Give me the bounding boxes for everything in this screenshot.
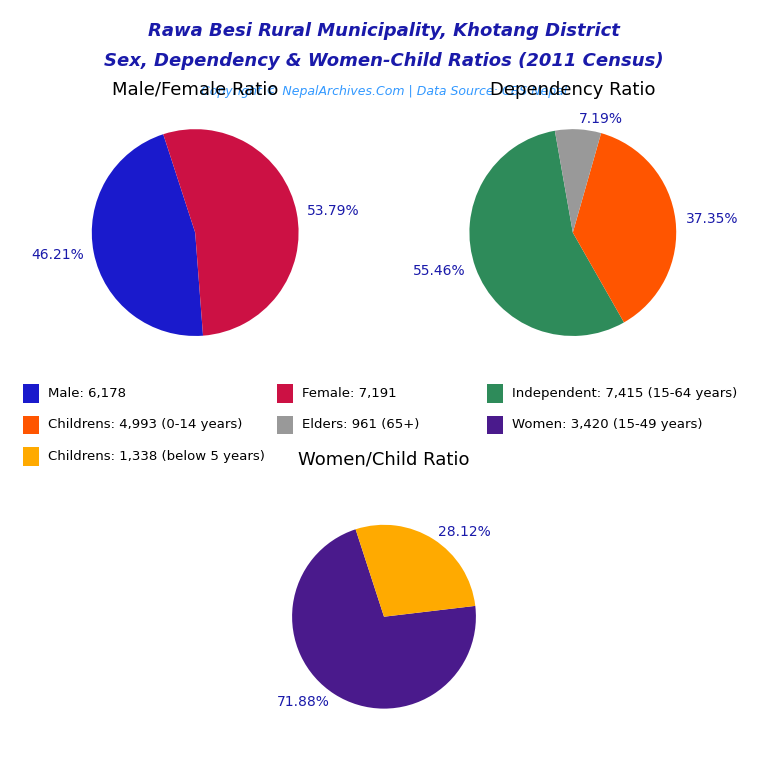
Bar xyxy=(23,447,39,466)
Text: 37.35%: 37.35% xyxy=(686,212,738,226)
Text: Female: 7,191: Female: 7,191 xyxy=(302,387,397,399)
Text: Childrens: 1,338 (below 5 years): Childrens: 1,338 (below 5 years) xyxy=(48,450,265,463)
Text: 7.19%: 7.19% xyxy=(578,112,623,126)
Title: Male/Female Ratio: Male/Female Ratio xyxy=(112,81,278,99)
Title: Dependency Ratio: Dependency Ratio xyxy=(490,81,656,99)
Bar xyxy=(277,384,293,402)
Bar xyxy=(487,415,504,434)
Text: 28.12%: 28.12% xyxy=(439,525,492,538)
Wedge shape xyxy=(92,134,203,336)
Text: Independent: 7,415 (15-64 years): Independent: 7,415 (15-64 years) xyxy=(512,387,737,399)
Bar xyxy=(23,384,39,402)
Wedge shape xyxy=(469,131,624,336)
Text: 46.21%: 46.21% xyxy=(31,247,84,262)
Wedge shape xyxy=(164,129,299,336)
Text: Elders: 961 (65+): Elders: 961 (65+) xyxy=(302,419,419,432)
Title: Women/Child Ratio: Women/Child Ratio xyxy=(298,451,470,468)
Bar xyxy=(277,415,293,434)
Text: Male: 6,178: Male: 6,178 xyxy=(48,387,126,399)
Text: 53.79%: 53.79% xyxy=(306,204,359,217)
Text: Women: 3,420 (15-49 years): Women: 3,420 (15-49 years) xyxy=(512,419,703,432)
Wedge shape xyxy=(554,129,601,233)
Text: Childrens: 4,993 (0-14 years): Childrens: 4,993 (0-14 years) xyxy=(48,419,242,432)
Text: 71.88%: 71.88% xyxy=(276,695,329,709)
Bar xyxy=(23,415,39,434)
Wedge shape xyxy=(292,529,476,709)
Wedge shape xyxy=(356,525,475,617)
Text: Rawa Besi Rural Municipality, Khotang District: Rawa Besi Rural Municipality, Khotang Di… xyxy=(148,22,620,40)
Text: Copyright © NepalArchives.Com | Data Source: CBS Nepal: Copyright © NepalArchives.Com | Data Sou… xyxy=(201,84,567,98)
Text: 55.46%: 55.46% xyxy=(413,264,466,278)
Bar xyxy=(487,384,504,402)
Text: Sex, Dependency & Women-Child Ratios (2011 Census): Sex, Dependency & Women-Child Ratios (20… xyxy=(104,52,664,70)
Wedge shape xyxy=(573,133,676,323)
